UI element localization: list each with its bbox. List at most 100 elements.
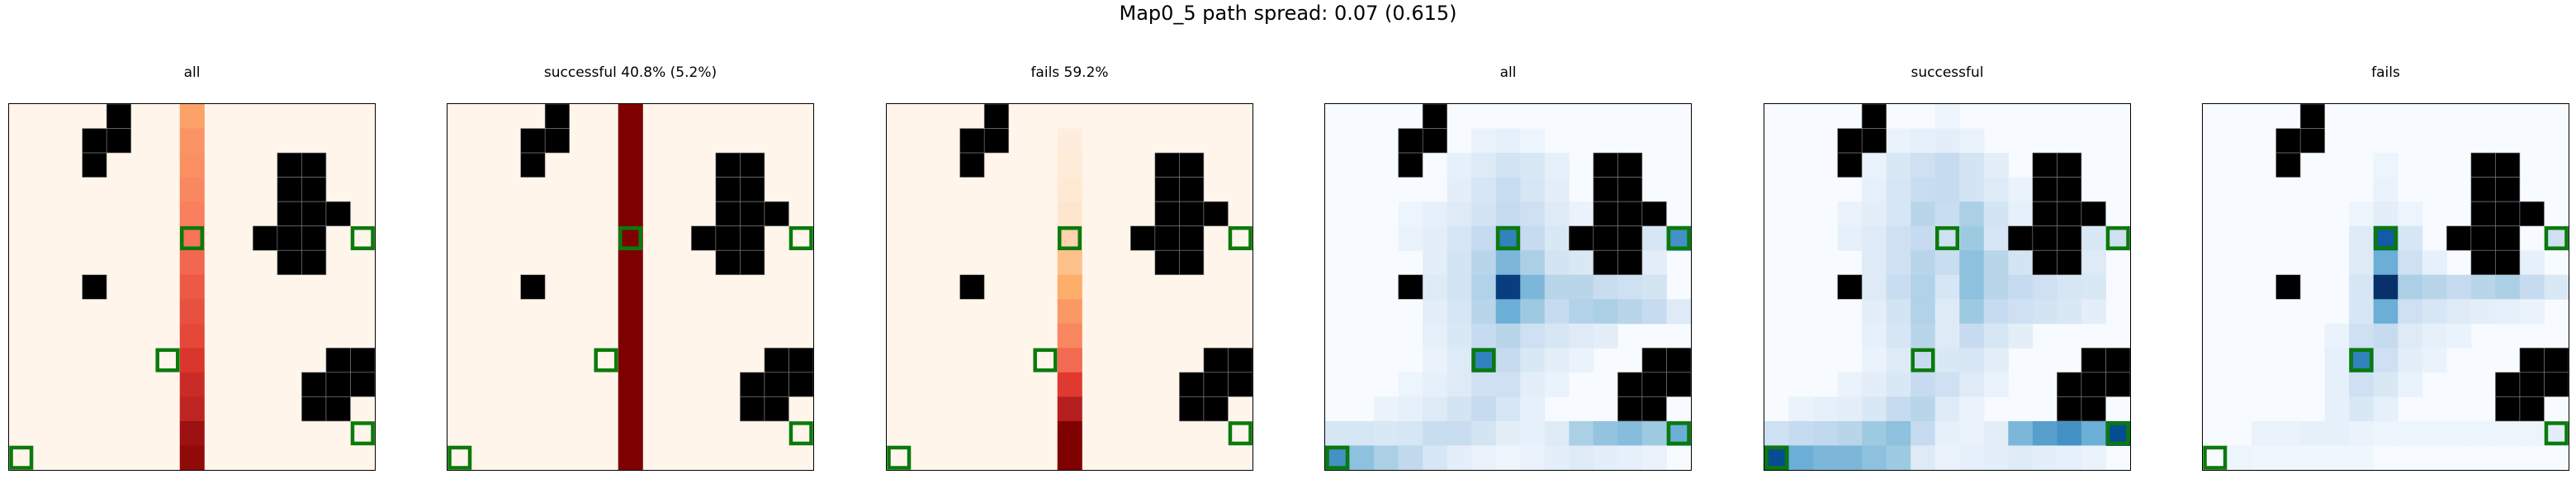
heatmap-cell	[1057, 420, 1082, 446]
heatmap-cell	[1447, 299, 1472, 325]
heatmap-cell	[1495, 128, 1521, 154]
figure-title: Map0_5 path spread: 0.07 (0.615)	[1119, 2, 1457, 25]
obstacle-cell	[1617, 177, 1643, 202]
heatmap-cell	[1862, 323, 1887, 349]
obstacle-cell	[1666, 372, 1691, 397]
heatmap-cell	[1398, 202, 1423, 227]
heatmap-cell	[1447, 202, 1472, 227]
heatmap-cell	[2349, 250, 2375, 276]
heatmap-cell	[1934, 128, 1960, 154]
heatmap-cell	[1862, 299, 1887, 325]
heatmap-cell	[2032, 299, 2057, 325]
goal-marker	[1033, 348, 1058, 372]
goal-marker	[1934, 225, 1960, 250]
obstacle-cell	[1179, 372, 1205, 397]
heatmap-grid	[8, 103, 376, 471]
heatmap-cell	[1641, 420, 1667, 446]
heatmap-cell	[1569, 445, 1594, 470]
heatmap-cell	[618, 128, 643, 154]
heatmap-cell	[1471, 153, 1497, 178]
obstacle-cell	[1228, 372, 1252, 397]
heatmap-cell	[1813, 396, 1839, 422]
obstacle-cell	[2057, 372, 2082, 397]
heatmap-cell	[1886, 128, 1911, 154]
obstacle-cell	[2495, 152, 2521, 178]
obstacle-cell	[1617, 152, 1643, 178]
heatmap-cell	[179, 372, 205, 397]
goal-marker	[1057, 225, 1082, 250]
heatmap-cell	[1423, 396, 1448, 422]
heatmap-cell	[1959, 177, 1985, 202]
heatmap-cell	[179, 177, 205, 202]
goal-marker	[1911, 348, 1935, 372]
heatmap-cell	[179, 274, 205, 300]
obstacle-cell	[1569, 225, 1594, 251]
heatmap-cell	[1886, 396, 1911, 422]
obstacle-cell	[1154, 249, 1180, 276]
heatmap-cell	[1495, 420, 1521, 446]
obstacle-cell	[1593, 201, 1618, 226]
heatmap-cell	[1934, 104, 1960, 130]
heatmap-cell	[1641, 250, 1667, 276]
heatmap-cell	[2324, 323, 2350, 349]
heatmap-cell	[1057, 202, 1082, 227]
heatmap-cell	[1862, 153, 1887, 178]
heatmap-cell	[618, 104, 643, 130]
heatmap-cell	[2324, 396, 2350, 422]
heatmap-cell	[618, 372, 643, 397]
obstacle-cell	[2275, 274, 2301, 300]
heatmap-cell	[1983, 372, 2009, 397]
heatmap-cell	[179, 128, 205, 154]
heatmap-cell	[1520, 177, 1546, 202]
heatmap-cell	[1423, 445, 1448, 470]
heatmap-grid	[886, 103, 1253, 471]
goal-marker	[1325, 445, 1350, 470]
goal-marker	[1495, 225, 1521, 250]
obstacle-cell	[277, 152, 302, 178]
obstacle-cell	[1617, 396, 1643, 422]
heatmap-cell	[1862, 420, 1887, 446]
heatmap-cell	[1934, 396, 1960, 422]
obstacle-cell	[2495, 177, 2521, 202]
obstacle-cell	[277, 201, 302, 226]
goal-marker	[1764, 445, 1789, 470]
heatmap-cell	[1911, 445, 1936, 470]
heatmap-cell	[1495, 274, 1521, 300]
goal-marker	[887, 445, 912, 470]
goal-marker	[788, 225, 813, 250]
obstacle-cell	[2519, 201, 2545, 226]
heatmap-cell	[1057, 348, 1082, 373]
heatmap-cell	[1398, 396, 1423, 422]
obstacle-cell	[1617, 372, 1643, 397]
heatmap-cell	[1837, 372, 1863, 397]
obstacle-cell	[301, 249, 327, 276]
heatmap-cell	[1911, 153, 1936, 178]
obstacle-cell	[544, 128, 570, 154]
heatmap-cell	[1862, 396, 1887, 422]
heatmap-cell	[1862, 445, 1887, 470]
heatmap-cell	[2373, 372, 2398, 397]
heatmap-cell	[1423, 323, 1448, 349]
obstacle-cell	[1203, 372, 1229, 397]
obstacle-cell	[740, 152, 765, 178]
heatmap-cell	[1911, 225, 1936, 251]
heatmap-cell	[1520, 445, 1546, 470]
obstacle-cell	[2032, 225, 2057, 251]
obstacle-cell	[1179, 225, 1205, 251]
obstacle-cell	[1641, 201, 1667, 226]
obstacle-cell	[544, 104, 570, 129]
heatmap-cell	[1934, 202, 1960, 227]
heatmap-cell	[618, 202, 643, 227]
obstacle-cell	[2299, 128, 2325, 154]
heatmap-cell	[1959, 372, 1985, 397]
obstacle-cell	[715, 249, 741, 276]
heatmap-cell	[1593, 420, 1618, 446]
heatmap-cell	[1813, 420, 1839, 446]
heatmap-cell	[2008, 420, 2034, 446]
obstacle-cell	[1154, 152, 1180, 178]
heatmap-cell	[1495, 299, 1521, 325]
heatmap-cell	[1862, 202, 1887, 227]
heatmap-cell	[2349, 372, 2375, 397]
obstacle-cell	[325, 396, 351, 422]
heatmap-cell	[1520, 153, 1546, 178]
